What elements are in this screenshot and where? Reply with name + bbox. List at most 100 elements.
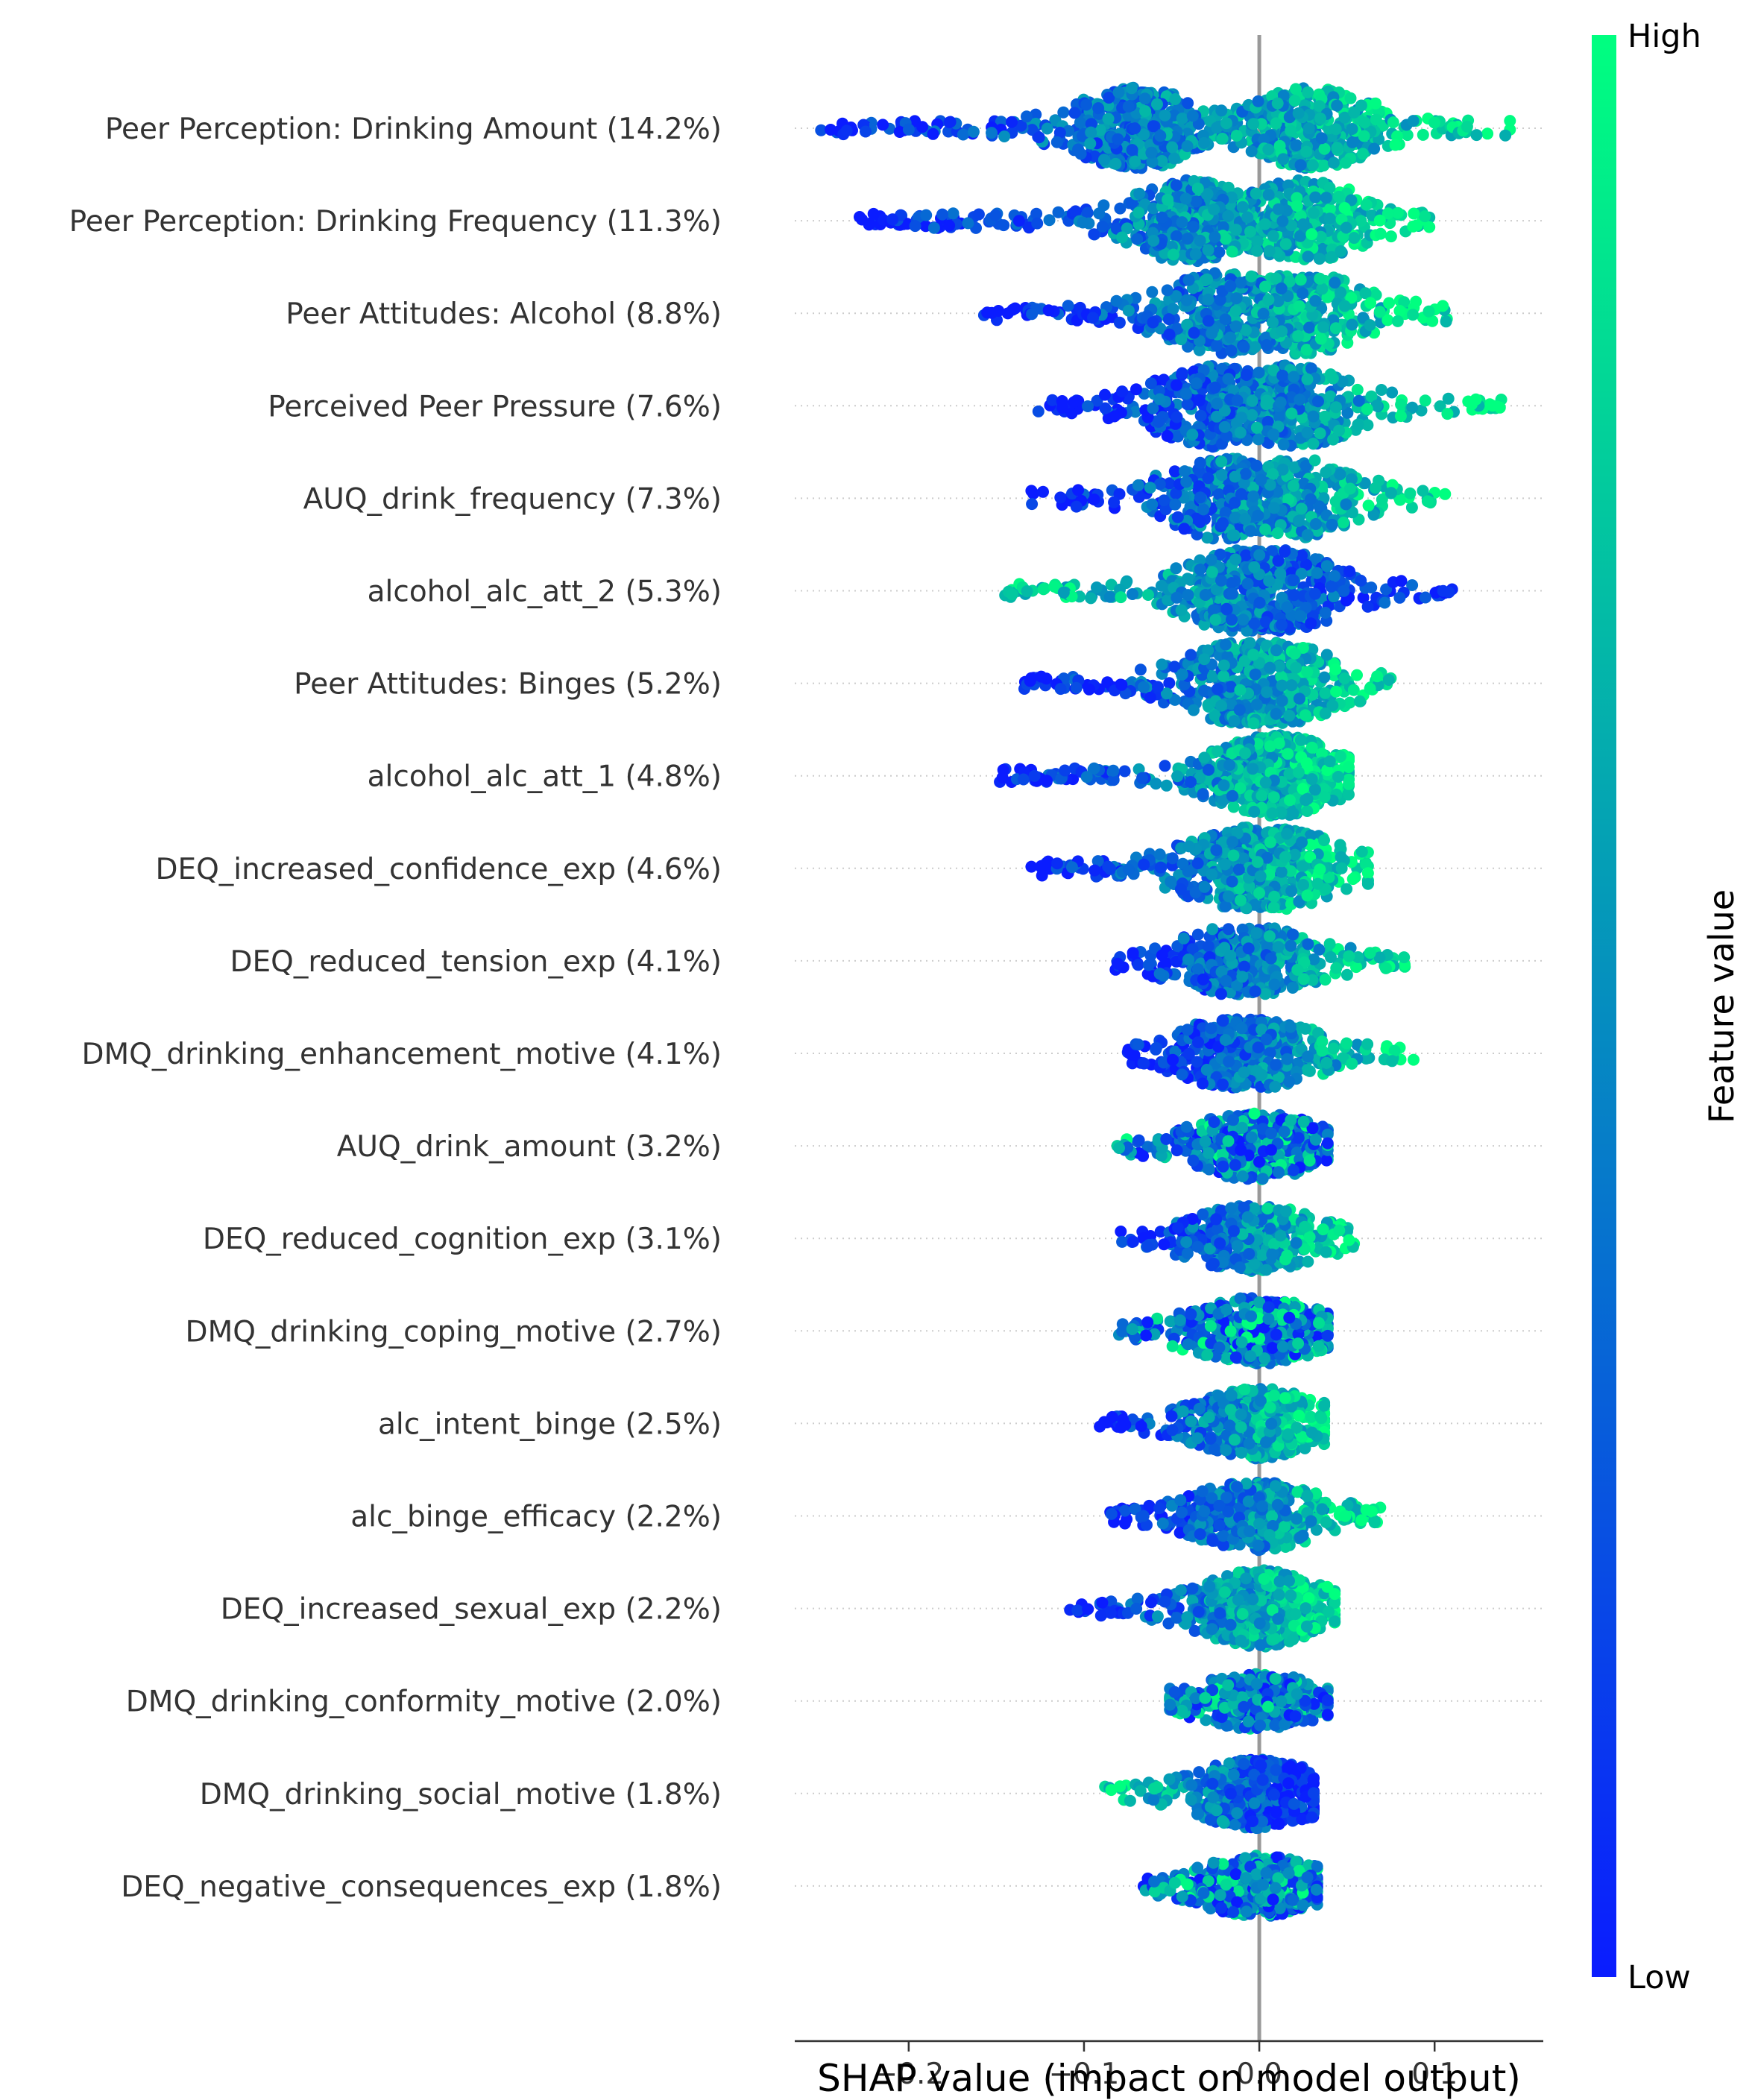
shap-point <box>1077 216 1089 229</box>
shap-point <box>936 208 948 221</box>
shap-point <box>1225 344 1238 357</box>
shap-point <box>1012 215 1025 227</box>
shap-point <box>1338 111 1351 124</box>
shap-point <box>1287 574 1299 587</box>
shap-point <box>1270 707 1282 720</box>
shap-point <box>1331 99 1343 112</box>
shap-point <box>1182 274 1195 286</box>
shap-point <box>1386 386 1399 399</box>
shap-point <box>1194 491 1206 504</box>
shap-point <box>1171 511 1184 523</box>
shap-point <box>1346 318 1358 331</box>
shap-point <box>1230 130 1243 142</box>
shap-point <box>1287 479 1299 492</box>
shap-point <box>957 128 969 141</box>
shap-point <box>1461 120 1473 133</box>
shap-point <box>1209 231 1221 243</box>
shap-point <box>1138 92 1151 105</box>
shap-point <box>1179 388 1192 400</box>
shap-point <box>1159 109 1171 122</box>
shap-point <box>1258 218 1271 230</box>
shap-point <box>1115 591 1127 604</box>
shap-point <box>1330 685 1343 698</box>
shap-point <box>1108 410 1121 423</box>
shap-point <box>1201 273 1213 286</box>
shap-point <box>1234 684 1247 696</box>
shap-point <box>1191 182 1204 195</box>
shap-point <box>1340 157 1352 169</box>
shap-point <box>1247 118 1259 130</box>
shap-point <box>1083 683 1095 696</box>
shap-point <box>1437 584 1449 597</box>
shap-point <box>1319 687 1332 699</box>
shap-point <box>1315 132 1328 145</box>
shap-point <box>1099 388 1111 401</box>
shap-point <box>1226 529 1239 542</box>
shap-point <box>1229 320 1242 332</box>
shap-point <box>1261 686 1273 699</box>
shap-point <box>1033 131 1045 144</box>
shap-point <box>1068 396 1080 409</box>
shap-point <box>1404 487 1417 499</box>
shap-point <box>1161 429 1173 442</box>
shap-point <box>1211 397 1223 410</box>
shap-point <box>1379 596 1391 609</box>
shap-point <box>1190 195 1203 208</box>
shap-point <box>1262 143 1275 156</box>
shap-point <box>1218 420 1231 433</box>
shap-point <box>1097 154 1110 166</box>
shap-point <box>1171 230 1182 242</box>
shap-point <box>1371 670 1384 683</box>
shap-point <box>1274 567 1287 580</box>
shap-point <box>1353 695 1366 707</box>
shap-point <box>1297 218 1309 230</box>
shap-point <box>1313 100 1326 113</box>
shap-point <box>1333 424 1345 437</box>
shap-point <box>1142 589 1154 601</box>
shap-point <box>1344 92 1357 104</box>
shap-point <box>1152 415 1165 428</box>
shap-point <box>1309 518 1322 530</box>
shap-point <box>1072 143 1085 156</box>
shap-point <box>815 124 828 136</box>
shap-point <box>1026 498 1039 511</box>
feature-points-row <box>815 81 1516 174</box>
shap-point <box>1222 209 1235 222</box>
shap-point <box>1314 272 1326 285</box>
shap-point <box>1211 122 1223 134</box>
shap-point <box>1279 545 1291 558</box>
shap-point <box>1026 308 1039 321</box>
shap-point <box>1179 192 1192 205</box>
shap-point <box>1307 438 1320 450</box>
shap-point <box>1504 115 1516 127</box>
shap-point <box>1305 617 1317 630</box>
shap-point <box>1283 710 1296 722</box>
shap-point <box>1144 691 1156 704</box>
shap-point <box>1240 549 1253 561</box>
shap-point <box>1202 293 1214 306</box>
shap-point <box>1176 668 1188 681</box>
shap-point <box>1300 145 1313 158</box>
shap-point <box>1338 584 1350 597</box>
shap-point <box>1334 468 1346 481</box>
shap-point <box>1006 588 1018 601</box>
shap-point <box>1239 467 1252 480</box>
shap-point <box>1288 95 1301 107</box>
shap-point <box>1387 116 1399 129</box>
shap-point <box>1373 214 1386 227</box>
shap-point <box>1338 517 1349 529</box>
shap-point <box>1118 765 1131 778</box>
shap-point <box>1250 459 1263 472</box>
shap-point <box>1247 717 1260 730</box>
shap-point <box>1419 210 1431 223</box>
shap-point <box>1234 426 1247 439</box>
shap-point <box>1230 292 1243 305</box>
shap-point <box>1239 513 1252 526</box>
shap-point <box>1171 379 1182 391</box>
shap-point <box>1285 124 1297 137</box>
shap-point <box>1138 128 1150 141</box>
shap-point <box>1037 583 1050 596</box>
shap-point <box>1226 577 1238 589</box>
shap-point <box>1264 661 1276 674</box>
shap-point <box>1317 321 1329 333</box>
